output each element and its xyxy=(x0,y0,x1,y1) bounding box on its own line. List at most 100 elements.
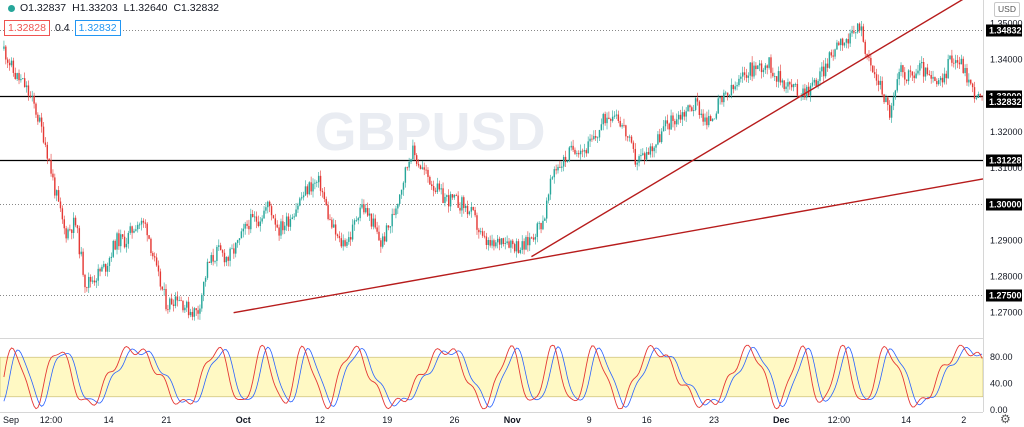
candle-body xyxy=(943,73,946,83)
candle-body xyxy=(766,65,768,68)
candle-body xyxy=(651,146,653,152)
candle-body xyxy=(800,96,802,98)
trendline[interactable] xyxy=(233,178,984,314)
candle-body xyxy=(48,158,50,161)
sell-price-button[interactable]: 1.32828 xyxy=(4,20,50,36)
currency-button[interactable]: USD xyxy=(994,2,1020,17)
candle-body xyxy=(562,156,565,167)
candle-body xyxy=(975,98,978,99)
candle-body xyxy=(481,231,484,236)
trendline[interactable] xyxy=(531,0,983,258)
candle-body xyxy=(853,30,855,33)
candle-body xyxy=(949,55,951,60)
candle-body xyxy=(434,190,437,192)
candle-body xyxy=(42,126,45,143)
candle-body xyxy=(103,263,105,267)
candle-body xyxy=(638,156,640,163)
candle-body xyxy=(762,69,765,73)
candle-body xyxy=(917,70,919,74)
candle-body xyxy=(485,236,488,246)
time-tick-label: Sep xyxy=(3,415,19,425)
candle-body xyxy=(69,229,71,231)
candle-body xyxy=(349,237,352,240)
candle-body xyxy=(645,151,648,160)
candle-body xyxy=(463,197,465,209)
candle-body xyxy=(214,260,216,262)
candle-body xyxy=(284,225,286,231)
candle-body xyxy=(734,86,736,90)
candle-body xyxy=(61,208,64,220)
candle-body xyxy=(559,166,561,168)
candle-body xyxy=(395,208,397,215)
candle-body xyxy=(189,311,192,316)
candle-body xyxy=(796,83,799,96)
candle-body xyxy=(97,268,99,281)
candle-body xyxy=(491,240,493,246)
candle-body xyxy=(653,147,655,152)
candle-body xyxy=(372,218,375,227)
candle-body xyxy=(146,223,148,236)
candle-body xyxy=(74,217,77,226)
candle-body xyxy=(169,298,171,310)
candle-body xyxy=(498,238,501,245)
candle-body xyxy=(99,268,101,272)
candle-body xyxy=(828,52,831,68)
candle-body xyxy=(197,310,199,314)
candle-body xyxy=(29,95,32,97)
last-price-tag xyxy=(986,95,1022,108)
candle-body xyxy=(108,258,111,266)
candle-body xyxy=(157,265,160,272)
candle-body xyxy=(351,224,354,240)
candle-body xyxy=(425,169,427,171)
candle-body xyxy=(14,72,16,79)
candle-body xyxy=(751,62,753,77)
candle-body xyxy=(898,72,900,80)
candle-body xyxy=(255,216,258,222)
candle-body xyxy=(212,255,214,262)
candle-body xyxy=(634,148,637,165)
candle-body xyxy=(231,248,233,250)
candle-body xyxy=(928,74,931,76)
candle-body xyxy=(900,65,902,73)
time-tick-label: 16 xyxy=(642,415,652,425)
candle-body xyxy=(242,228,245,232)
candle-body xyxy=(167,309,169,311)
buy-price-button[interactable]: 1.32832 xyxy=(74,20,121,36)
candle-body xyxy=(216,246,218,261)
candle-body xyxy=(939,77,942,81)
candle-body xyxy=(50,160,52,174)
level-price-tag xyxy=(986,24,1022,37)
candle-body xyxy=(872,65,874,73)
bid-ask-row: 1.32828 0.4 1.32832 xyxy=(0,20,121,36)
candle-body xyxy=(380,240,382,247)
candle-body xyxy=(713,118,716,120)
candle-body xyxy=(204,277,207,282)
candle-body xyxy=(78,228,81,255)
candle-body xyxy=(617,114,620,121)
candle-body xyxy=(519,249,522,253)
candle-body xyxy=(866,53,868,57)
candle-body xyxy=(715,113,718,119)
candle-body xyxy=(581,150,584,152)
candle-body xyxy=(280,221,282,236)
candle-body xyxy=(446,195,448,197)
gear-icon[interactable]: ⚙ xyxy=(1000,412,1011,426)
candle-body xyxy=(659,134,661,143)
candle-body xyxy=(238,238,241,241)
candle-body xyxy=(223,252,226,263)
candle-body xyxy=(515,241,518,252)
candle-body xyxy=(538,222,540,224)
time-tick-label: 12:00 xyxy=(40,415,63,425)
candle-body xyxy=(131,226,133,233)
time-tick-label: 12:00 xyxy=(828,415,851,425)
candle-body xyxy=(257,221,260,226)
candle-body xyxy=(319,175,322,191)
stochastic-tick-label: 40.00 xyxy=(990,379,1013,389)
candle-body xyxy=(594,136,597,138)
candle-body xyxy=(297,205,299,210)
status-dot-icon xyxy=(8,4,15,12)
candle-body xyxy=(440,188,442,190)
candle-body xyxy=(176,296,179,301)
candle-body xyxy=(627,136,629,138)
